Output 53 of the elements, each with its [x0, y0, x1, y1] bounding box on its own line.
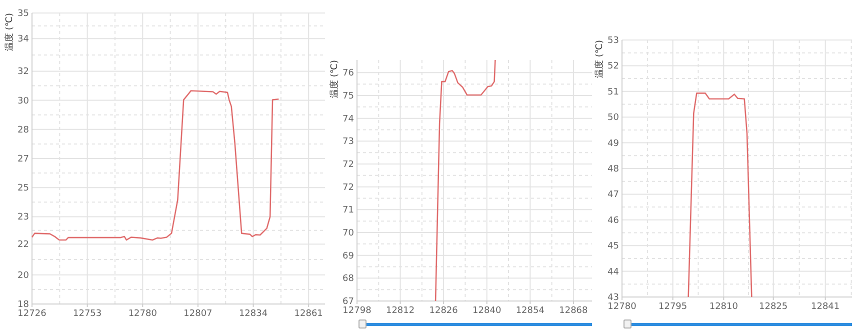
- x-tick-label: 12780: [608, 302, 637, 312]
- x-tick-label: 12810: [709, 302, 738, 312]
- y-tick-label: 53: [608, 36, 619, 46]
- x-tick-label: 12841: [811, 302, 840, 312]
- y-tick-label: 35: [18, 9, 29, 19]
- y-axis-title: 温度 (℃): [4, 13, 15, 51]
- y-tick-label: 74: [342, 114, 354, 124]
- y-axis-title: 温度 (℃): [594, 40, 605, 78]
- y-tick-label: 22: [18, 240, 29, 250]
- x-tick-label: 12825: [759, 302, 788, 312]
- y-tick-label: 67: [342, 297, 354, 307]
- y-tick-label: 71: [342, 206, 354, 216]
- x-tick-label: 12868: [559, 306, 588, 316]
- y-tick-label: 32: [18, 67, 29, 78]
- y-tick-label: 45: [608, 242, 619, 252]
- x-tick-label: 12780: [128, 309, 158, 319]
- y-tick-label: 52: [608, 62, 619, 72]
- y-tick-label: 72: [342, 182, 354, 193]
- x-tick-label: 12795: [658, 302, 688, 312]
- x-tick-label: 12812: [386, 306, 415, 316]
- x-tick-label: 12807: [184, 309, 212, 319]
- y-tick-label: 28: [18, 125, 30, 136]
- y-tick-label: 18: [18, 300, 30, 310]
- y-tick-label: 34: [18, 34, 30, 45]
- y-tick-label: 50: [608, 113, 620, 124]
- x-tick-label: 12861: [294, 309, 323, 319]
- x-tick-label: 12854: [516, 306, 545, 316]
- y-tick-label: 47: [608, 190, 619, 200]
- y-tick-label: 20: [18, 270, 30, 281]
- x-tick-label: 12840: [472, 306, 502, 316]
- x-tick-label: 12753: [73, 309, 102, 319]
- y-tick-label: 75: [342, 92, 354, 102]
- y-tick-label: 70: [342, 228, 354, 239]
- y-tick-label: 43: [608, 293, 619, 303]
- y-tick-label: 69: [342, 251, 354, 262]
- y-tick-label: 72: [342, 160, 354, 170]
- y-tick-label: 73: [342, 137, 354, 148]
- y-tick-label: 51: [608, 87, 619, 98]
- y-tick-label: 44: [608, 267, 620, 278]
- x-tick-label: 12826: [429, 306, 458, 316]
- y-tick-label: 25: [18, 184, 29, 194]
- x-tick-label: 12726: [18, 309, 47, 319]
- y-tick-label: 23: [18, 212, 29, 223]
- y-axis-title: 温度 (℃): [329, 60, 340, 98]
- y-tick-label: 76: [342, 68, 354, 79]
- y-tick-label: 27: [18, 154, 29, 164]
- x-tick-label: 12834: [238, 309, 268, 319]
- y-tick-label: 30: [18, 96, 30, 106]
- y-tick-label: 68: [342, 274, 354, 284]
- y-tick-label: 49: [608, 138, 620, 149]
- y-tick-label: 48: [608, 164, 620, 174]
- y-tick-label: 46: [608, 216, 620, 226]
- x-tick-label: 12798: [342, 306, 372, 316]
